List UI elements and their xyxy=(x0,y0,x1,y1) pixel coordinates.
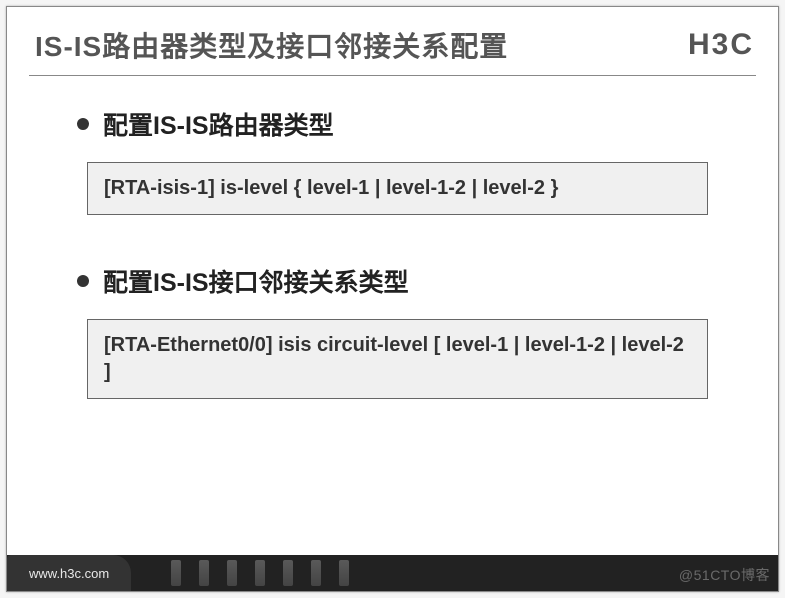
footer-seg-icon xyxy=(339,560,349,586)
bullet-2: 配置IS-IS接口邻接关系类型 xyxy=(77,263,738,299)
bullet-dot-icon xyxy=(77,118,89,130)
watermark-text: @51CTO博客 xyxy=(679,565,770,585)
footer-url: www.h3c.com xyxy=(7,555,131,591)
bullet-1: 配置IS-IS路由器类型 xyxy=(77,106,738,142)
slide-frame: IS-IS路由器类型及接口邻接关系配置 H3C 配置IS-IS路由器类型 [RT… xyxy=(6,6,779,592)
footer-bar: www.h3c.com xyxy=(7,555,778,591)
footer-seg-icon xyxy=(255,560,265,586)
code-box-1: [RTA-isis-1] is-level { level-1 | level-… xyxy=(87,162,708,215)
bullet-2-text: 配置IS-IS接口邻接关系类型 xyxy=(103,263,409,299)
bullet-dot-icon xyxy=(77,275,89,287)
brand-logo: H3C xyxy=(688,28,754,62)
footer-seg-icon xyxy=(227,560,237,586)
footer-seg-icon xyxy=(283,560,293,586)
slide-title: IS-IS路由器类型及接口邻接关系配置 xyxy=(35,25,508,65)
slide-content: 配置IS-IS路由器类型 [RTA-isis-1] is-level { lev… xyxy=(7,76,778,399)
bullet-1-text: 配置IS-IS路由器类型 xyxy=(103,106,334,142)
code-box-2: [RTA-Ethernet0/0] isis circuit-level [ l… xyxy=(87,319,708,399)
footer-seg-icon xyxy=(199,560,209,586)
slide-header: IS-IS路由器类型及接口邻接关系配置 H3C xyxy=(7,7,778,75)
footer-seg-icon xyxy=(171,560,181,586)
footer-seg-icon xyxy=(311,560,321,586)
section-2: 配置IS-IS接口邻接关系类型 [RTA-Ethernet0/0] isis c… xyxy=(77,263,738,399)
